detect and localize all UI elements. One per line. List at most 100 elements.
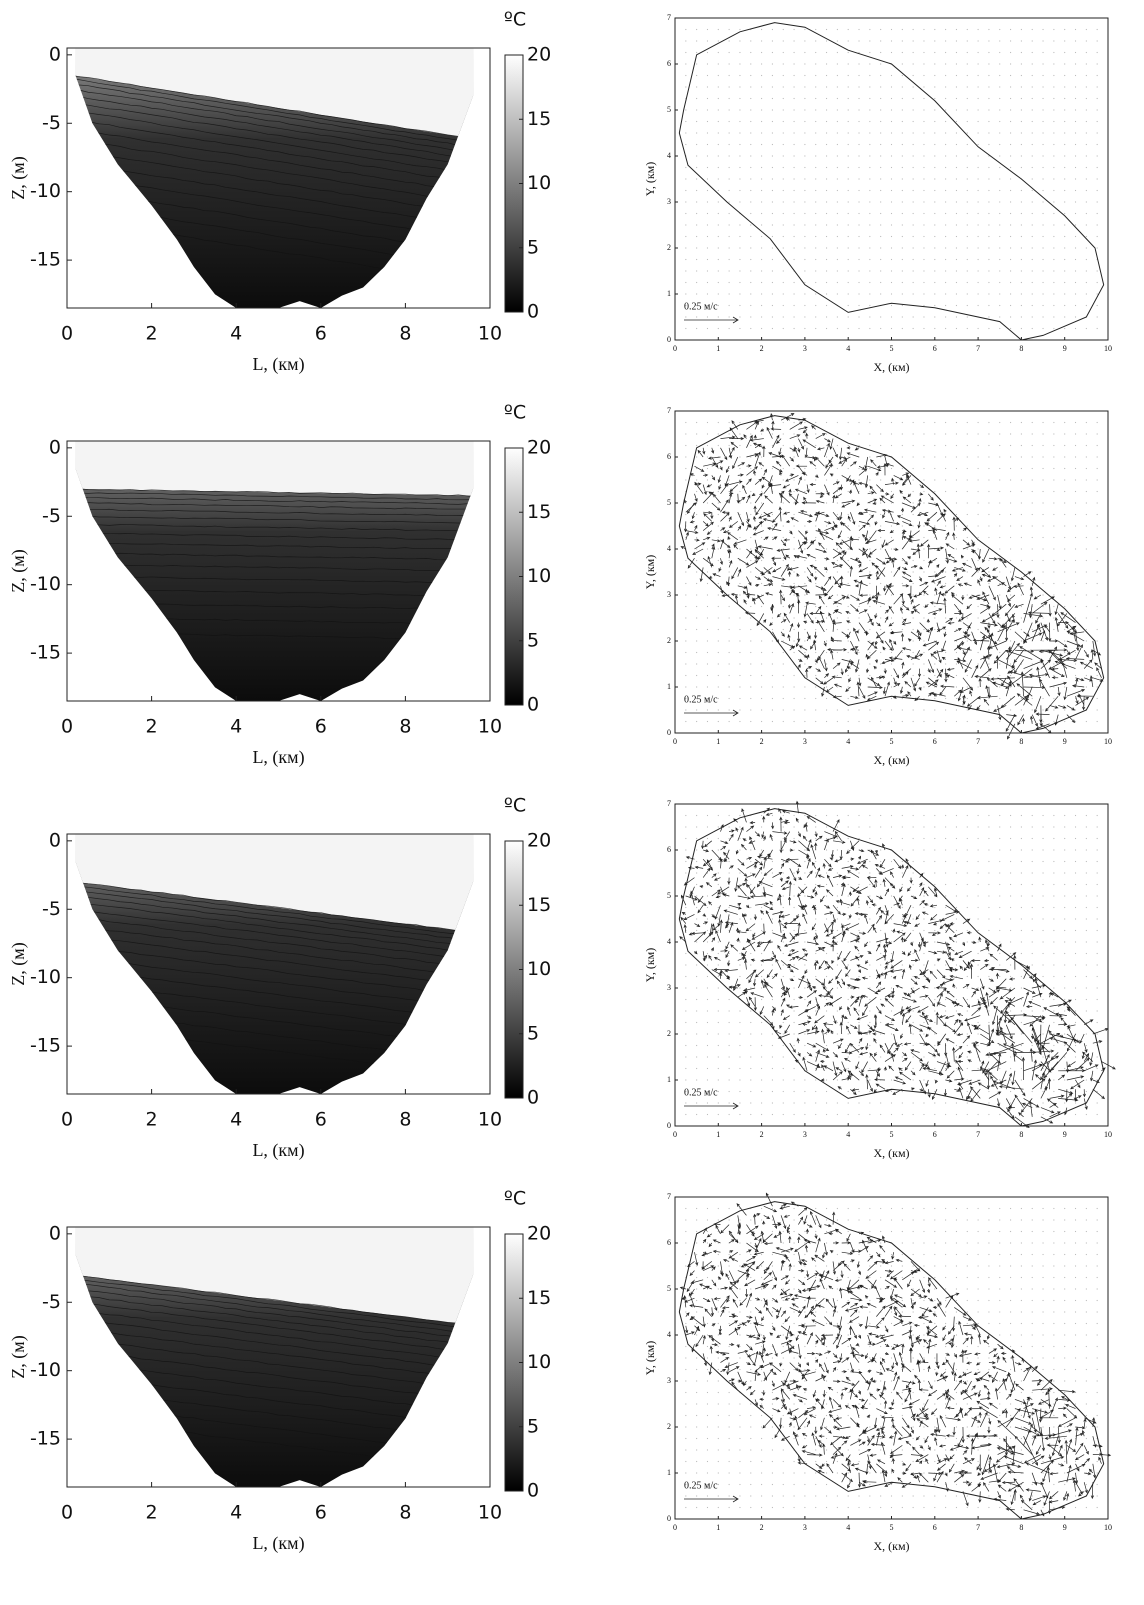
grid-dot bbox=[945, 861, 946, 862]
velocity-arrow bbox=[847, 447, 850, 450]
grid-dot bbox=[891, 686, 892, 687]
grid-dot bbox=[783, 178, 784, 179]
grid-dot bbox=[869, 144, 870, 145]
grid-dot bbox=[848, 815, 849, 816]
velocity-arrow bbox=[790, 457, 794, 461]
grid-dot bbox=[923, 1033, 924, 1034]
grid-dot bbox=[739, 617, 740, 618]
grid-dot bbox=[880, 433, 881, 434]
velocity-arrow bbox=[762, 817, 765, 823]
grid-dot bbox=[1064, 1079, 1065, 1080]
grid-dot bbox=[945, 433, 946, 434]
velocity-arrow bbox=[756, 503, 764, 515]
grid-dot bbox=[707, 1045, 708, 1046]
grid-dot bbox=[934, 144, 935, 145]
grid-dot bbox=[1064, 560, 1065, 561]
grid-dot bbox=[783, 964, 784, 965]
grid-dot bbox=[761, 1091, 762, 1092]
grid-dot bbox=[848, 29, 849, 30]
grid-dot bbox=[837, 491, 838, 492]
grid-dot bbox=[750, 606, 751, 607]
grid-dot bbox=[1075, 571, 1076, 572]
velocity-arrow bbox=[807, 1031, 819, 1034]
grid-dot bbox=[978, 328, 979, 329]
grid-dot bbox=[902, 468, 903, 469]
velocity-arrow bbox=[948, 668, 955, 671]
velocity-arrow bbox=[816, 1006, 820, 1015]
velocity-arrow bbox=[719, 485, 721, 490]
grid-dot bbox=[696, 663, 697, 664]
grid-dot bbox=[783, 259, 784, 260]
grid-dot bbox=[848, 941, 849, 942]
grid-dot bbox=[945, 236, 946, 237]
grid-dot bbox=[923, 1045, 924, 1046]
velocity-arrow bbox=[833, 1072, 842, 1080]
velocity-arrow bbox=[848, 871, 859, 878]
grid-dot bbox=[858, 63, 859, 64]
grid-dot bbox=[707, 617, 708, 618]
grid-dot bbox=[837, 629, 838, 630]
velocity-arrow bbox=[833, 942, 837, 945]
velocity-arrow bbox=[923, 591, 928, 595]
velocity-arrow bbox=[742, 809, 747, 822]
velocity-arrow bbox=[750, 439, 763, 442]
grid-dot bbox=[1064, 895, 1065, 896]
velocity-arrow bbox=[746, 524, 749, 530]
grid-dot bbox=[750, 537, 751, 538]
grid-dot bbox=[729, 1068, 730, 1069]
grid-dot bbox=[880, 918, 881, 919]
grid-dot bbox=[783, 1079, 784, 1080]
grid-dot bbox=[1032, 282, 1033, 283]
velocity-arrow bbox=[846, 970, 851, 977]
grid-dot bbox=[869, 560, 870, 561]
grid-dot bbox=[707, 328, 708, 329]
grid-dot bbox=[1021, 155, 1022, 156]
grid-dot bbox=[978, 953, 979, 954]
velocity-arrow bbox=[868, 878, 875, 888]
grid-dot bbox=[750, 1068, 751, 1069]
grid-dot bbox=[815, 224, 816, 225]
velocity-arrow bbox=[1015, 650, 1033, 653]
grid-dot bbox=[1097, 571, 1098, 572]
grid-dot bbox=[848, 907, 849, 908]
grid-dot bbox=[837, 849, 838, 850]
velocity-arrow bbox=[810, 461, 816, 466]
velocity-arrow bbox=[738, 827, 743, 840]
grid-dot bbox=[999, 305, 1000, 306]
grid-dot bbox=[1021, 109, 1022, 110]
grid-dot bbox=[718, 861, 719, 862]
grid-dot bbox=[718, 282, 719, 283]
grid-dot bbox=[999, 144, 1000, 145]
grid-dot bbox=[923, 178, 924, 179]
grid-dot bbox=[739, 86, 740, 87]
grid-dot bbox=[718, 167, 719, 168]
grid-dot bbox=[988, 144, 989, 145]
grid-dot bbox=[793, 583, 794, 584]
grid-dot bbox=[1075, 838, 1076, 839]
grid-dot bbox=[880, 282, 881, 283]
grid-dot bbox=[869, 456, 870, 457]
grid-dot bbox=[1032, 953, 1033, 954]
x-tick-label: 4 bbox=[230, 716, 242, 738]
grid-dot bbox=[956, 456, 957, 457]
grid-dot bbox=[1021, 1022, 1022, 1023]
velocity-arrow bbox=[919, 566, 922, 568]
velocity-arrow bbox=[849, 490, 852, 494]
grid-dot bbox=[978, 548, 979, 549]
grid-dot bbox=[934, 224, 935, 225]
velocity-arrow bbox=[709, 924, 712, 936]
velocity-arrow bbox=[876, 896, 882, 899]
grid-dot bbox=[1010, 63, 1011, 64]
velocity-arrow bbox=[913, 604, 920, 608]
grid-dot bbox=[891, 629, 892, 630]
grid-dot bbox=[923, 236, 924, 237]
grid-dot bbox=[750, 560, 751, 561]
grid-dot bbox=[945, 709, 946, 710]
grid-dot bbox=[891, 445, 892, 446]
grid-dot bbox=[956, 976, 957, 977]
grid-dot bbox=[1021, 224, 1022, 225]
grid-dot bbox=[837, 1045, 838, 1046]
grid-dot bbox=[718, 686, 719, 687]
velocity-arrow bbox=[958, 687, 963, 701]
velocity-arrow bbox=[824, 1025, 829, 1031]
